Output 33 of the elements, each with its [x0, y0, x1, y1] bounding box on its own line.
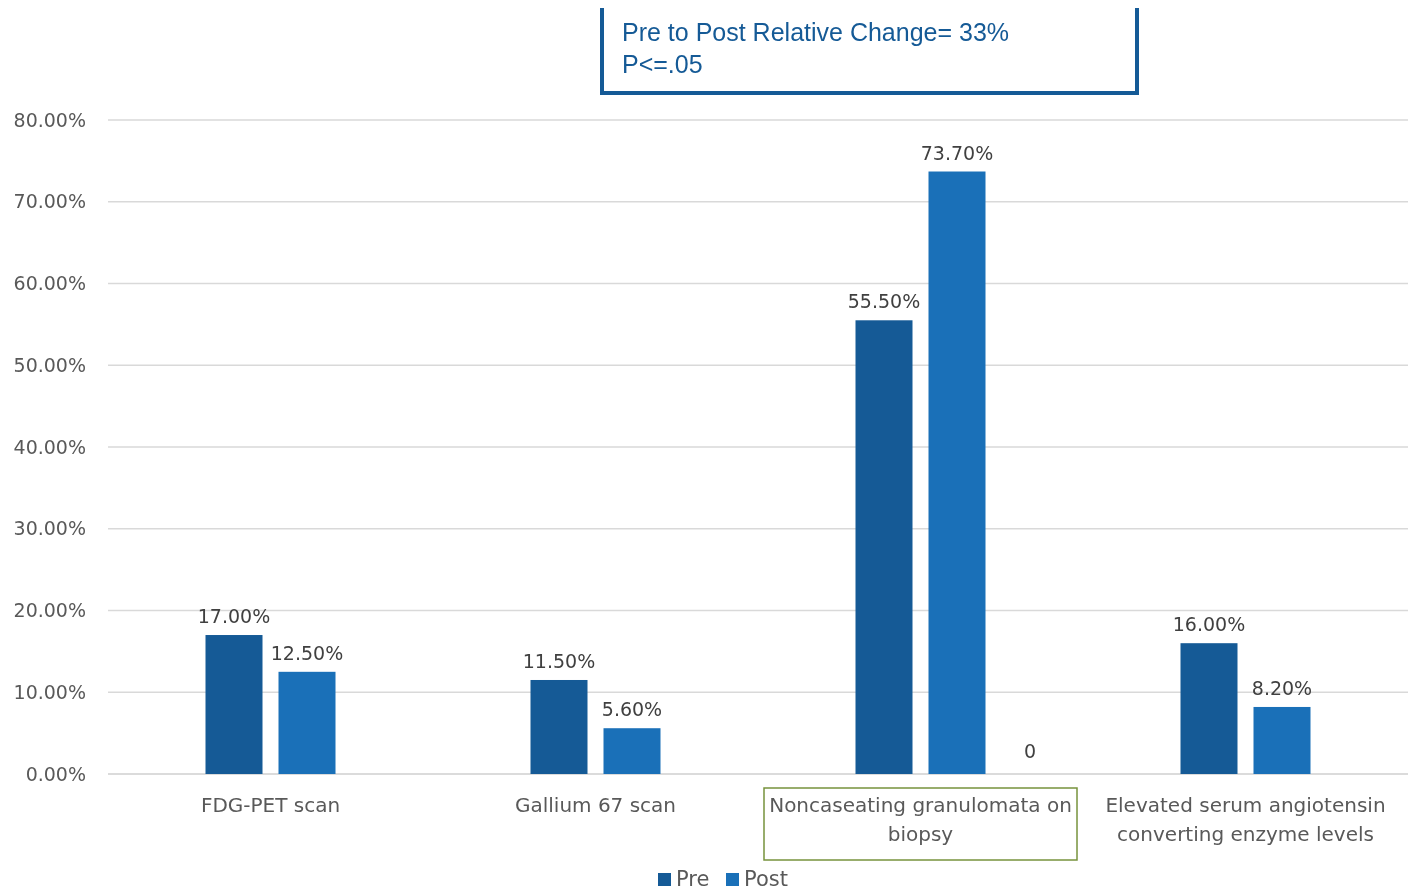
- data-label: 8.20%: [1251, 676, 1313, 699]
- y-tick-label: 0.00%: [25, 762, 86, 785]
- text: Pre to Post Relative Change= 33% P<=.05: [622, 18, 1010, 78]
- y-tick-label: 80.00%: [13, 108, 86, 131]
- y-tick-label: 70.00%: [13, 190, 86, 213]
- y-tick-label: 30.00%: [13, 517, 86, 540]
- bar: [1253, 706, 1311, 774]
- y-tick-label: 10.00%: [13, 680, 86, 703]
- x-tick-label: Noncaseating granulomata on biopsy: [769, 793, 1072, 846]
- x-tick-label: Gallium 67 scan: [514, 793, 677, 817]
- data-label: 11.50%: [522, 649, 596, 672]
- y-tick-label: 40.00%: [13, 435, 86, 458]
- bar: [855, 320, 913, 774]
- bar: [1180, 643, 1238, 774]
- legend-label: Pre: [676, 867, 710, 889]
- legend-label: Post: [744, 867, 788, 889]
- y-tick-label: 20.00%: [13, 599, 86, 622]
- data-label: 17.00%: [197, 605, 271, 628]
- bar: [205, 635, 263, 774]
- bar: [603, 728, 661, 774]
- x-tick-label: FDG-PET scan: [200, 793, 341, 817]
- data-label: 73.70%: [920, 141, 994, 164]
- bar: [530, 679, 588, 774]
- x-tick-label: Elevated serum angiotensin converting enzyme levels: [1105, 793, 1386, 846]
- data-label: 55.50%: [847, 290, 921, 313]
- y-tick-label: 60.00%: [13, 272, 86, 295]
- bar: [928, 171, 986, 774]
- data-label: 5.60%: [601, 698, 663, 721]
- data-label: 12.50%: [270, 641, 344, 664]
- y-tick-label: 50.00%: [13, 353, 86, 376]
- annotation: 0: [1023, 740, 1037, 762]
- data-label: 16.00%: [1172, 613, 1246, 636]
- bar: [278, 671, 336, 774]
